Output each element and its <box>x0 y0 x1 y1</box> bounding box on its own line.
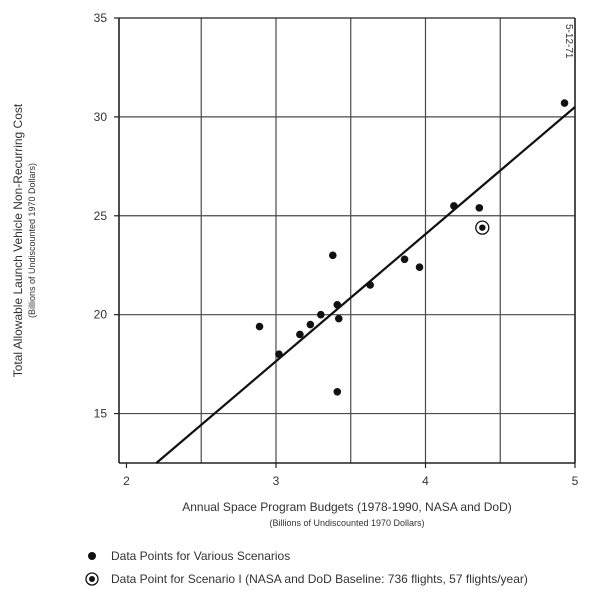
axes <box>114 17 576 468</box>
scenario-data-point <box>333 300 342 309</box>
scenario-data-point <box>296 330 304 339</box>
trend-line-group <box>155 106 576 464</box>
legend-label-scenarios: Data Points for Various Scenarios <box>111 549 290 563</box>
scenario-data-point <box>400 255 409 264</box>
scenario-data-point <box>275 350 283 359</box>
legend-label-scenario-i: Data Point for Scenario I (NASA and DoD … <box>111 572 528 586</box>
trend-line <box>155 106 576 464</box>
scenario-data-point <box>475 204 484 212</box>
scenario-data-point <box>560 99 569 107</box>
y-axis-subtitle: (Billions of Undiscounted 1970 Dollars) <box>27 163 37 318</box>
date-annotation: 5-12-71 <box>563 24 574 59</box>
legend-marker-scenarios <box>88 552 96 560</box>
scenario-data-point <box>450 202 458 210</box>
scenario-data-point <box>328 251 337 260</box>
x-tick-label: 4 <box>422 474 429 488</box>
x-axis-subtitle: (Billions of Undiscounted 1970 Dollars) <box>269 518 424 528</box>
x-axis-title: Annual Space Program Budgets (1978-1990,… <box>182 500 512 514</box>
x-tick-label: 3 <box>273 474 280 488</box>
scenario-data-point <box>255 322 264 331</box>
scenario-data-point <box>334 314 343 323</box>
scenario-data-point <box>317 310 325 319</box>
scenario-i-point <box>479 224 486 231</box>
scenario-data-point <box>415 263 424 272</box>
data-points <box>255 99 569 396</box>
scenario-data-point <box>333 388 342 396</box>
x-tick-label: 5 <box>572 474 579 488</box>
x-tick-label: 2 <box>123 474 130 488</box>
grid-lines <box>119 18 575 463</box>
legend-marker-scenario-i <box>89 576 95 582</box>
scenario-data-point <box>366 281 374 289</box>
y-tick-label: 25 <box>94 209 108 223</box>
y-tick-label: 20 <box>94 308 108 322</box>
legend: Data Points for Various Scenarios Data Po… <box>85 549 528 586</box>
chart-text: 15 20 25 30 35 2 3 4 5 5-12-71 Total Allowable Lau… <box>11 11 579 528</box>
y-tick-label: 15 <box>94 407 108 421</box>
y-tick-label: 35 <box>94 11 108 25</box>
y-axis-title: Total Allowable Launch Vehicle Non-Recur… <box>11 103 25 377</box>
scenario-data-point <box>306 320 315 329</box>
y-tick-label: 30 <box>94 110 108 124</box>
